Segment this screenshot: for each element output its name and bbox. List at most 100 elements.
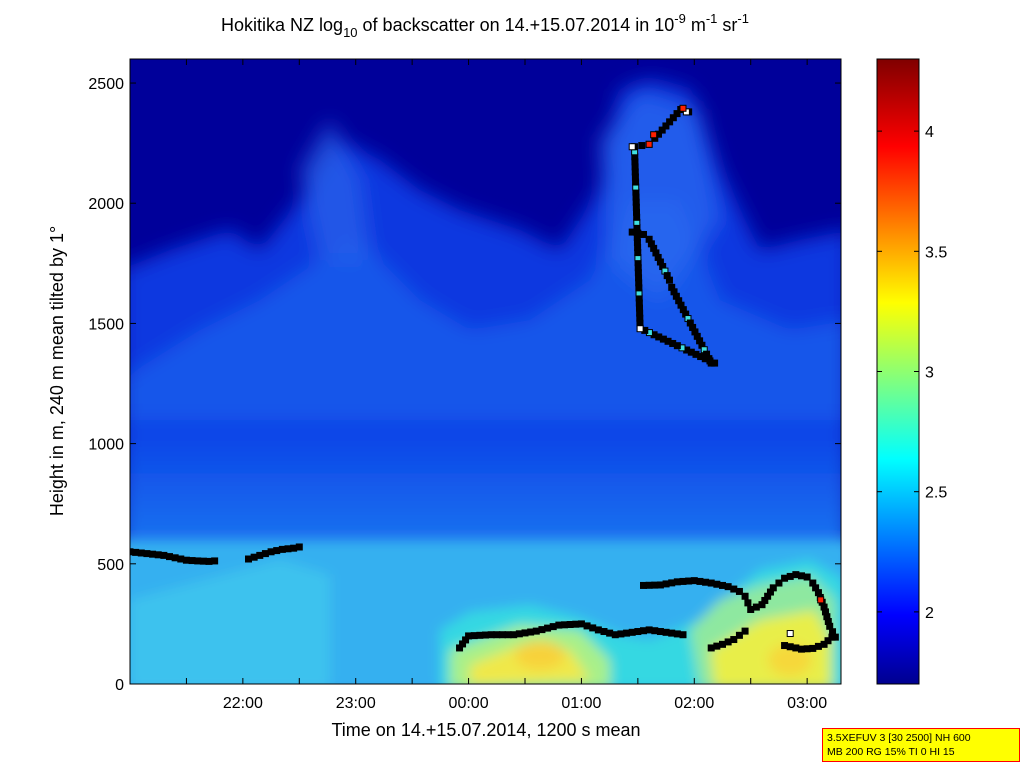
layer-marker [679, 631, 687, 639]
layer-marker [600, 628, 608, 636]
layer-marker [256, 551, 264, 559]
layer-marker [735, 587, 743, 595]
layer-marker [611, 631, 619, 639]
layer-marker [651, 581, 659, 589]
layer-marker [504, 631, 512, 639]
layer-marker [166, 553, 173, 561]
layer-marker [669, 114, 677, 122]
layer-marker [752, 603, 760, 611]
layer-marker [781, 642, 789, 650]
layer-marker [199, 557, 207, 565]
layer-marker [628, 628, 636, 636]
layer-marker [824, 637, 832, 645]
layer-marker [798, 645, 805, 653]
layer-marker [566, 621, 574, 629]
colorbar-axis: 2 2.5 3 3.5 4 [877, 124, 947, 622]
layer-marker [617, 630, 625, 638]
layer-marker [182, 556, 190, 564]
layer-marker [730, 585, 738, 593]
layer-marker [690, 577, 698, 585]
x-axis-label: Time on 14.+15.07.2014, 1200 s mean [331, 720, 640, 740]
layer-marker [665, 276, 673, 284]
layer-marker [828, 633, 836, 641]
layer-marker [250, 553, 258, 561]
layer-marker [803, 645, 811, 653]
y-tick-label: 1500 [88, 316, 124, 333]
layer-marker [549, 623, 557, 631]
layer-marker [803, 573, 811, 581]
layer-marker [724, 638, 732, 646]
layer-marker [658, 126, 666, 134]
heatmap-field [130, 59, 841, 684]
layer-marker [577, 620, 585, 628]
layer-marker [532, 627, 540, 635]
layer-marker [730, 636, 738, 644]
layer-marker [634, 628, 642, 636]
layer-marker [638, 142, 646, 150]
layer-marker [662, 580, 670, 588]
red-marker [817, 596, 825, 604]
layer-marker [781, 574, 789, 582]
x-tick-label: 22:00 [223, 695, 263, 712]
layer-marker [640, 230, 647, 238]
y-axis: 0 500 1000 1500 2000 2500 [88, 76, 841, 694]
layer-marker [786, 572, 794, 580]
layer-marker [656, 581, 664, 589]
x-tick-label: 23:00 [336, 695, 376, 712]
layer-marker [572, 620, 580, 628]
colorbar-tick-label: 3 [925, 365, 934, 382]
layer-marker [177, 555, 185, 563]
layer-marker [205, 557, 213, 565]
layer-marker [527, 628, 535, 636]
layer-marker [510, 631, 518, 639]
layer-marker [707, 644, 715, 652]
layer-marker [735, 631, 743, 639]
y-tick-label: 0 [115, 677, 124, 694]
layer-marker [493, 631, 501, 639]
layer-marker [194, 557, 202, 565]
layer-marker [515, 630, 523, 638]
layer-marker [561, 621, 568, 629]
layer-marker [521, 629, 529, 637]
x-tick-label: 01:00 [561, 695, 601, 712]
layer-marker [744, 599, 752, 607]
layer-marker [786, 643, 794, 651]
layer-marker [645, 581, 653, 589]
layer-marker [798, 572, 805, 580]
layer-marker [713, 642, 721, 650]
layer-marker [538, 626, 546, 634]
x-tick-label: 00:00 [449, 695, 489, 712]
layer-marker [814, 642, 822, 650]
layer-marker [656, 628, 664, 636]
layer-marker [498, 631, 506, 639]
layer-marker [792, 571, 800, 579]
layer-marker [160, 551, 168, 559]
layer-marker [792, 644, 800, 652]
layer-marker [623, 629, 631, 637]
x-tick-label: 02:00 [674, 695, 714, 712]
layer-marker [651, 627, 659, 635]
layer-marker [487, 631, 495, 639]
layer-marker [645, 626, 653, 634]
layer-marker [679, 577, 687, 585]
layer-marker [470, 632, 478, 640]
layer-marker [741, 627, 749, 635]
layer-marker [747, 605, 755, 613]
layer-marker [707, 579, 715, 587]
layer-marker [137, 549, 145, 557]
layer-marker [555, 621, 563, 629]
y-tick-label: 500 [97, 557, 124, 574]
layer-marker [273, 547, 281, 555]
plot-frame [129, 58, 842, 685]
info-box: 3.5XEFUV 3 [30 2500] NH 600 MB 200 RG 15… [822, 728, 1020, 762]
colorbar-tick-label: 2.5 [925, 485, 947, 502]
x-tick-label: 03:00 [787, 695, 827, 712]
layer-marker [267, 548, 275, 556]
layer-marker [724, 583, 732, 591]
layer-marker [154, 551, 162, 559]
layer-marker [295, 543, 303, 551]
layer-marker [673, 630, 681, 638]
red-marker [679, 104, 687, 112]
layer-marker [662, 122, 670, 130]
colorbar-tick-label: 2 [925, 605, 934, 622]
